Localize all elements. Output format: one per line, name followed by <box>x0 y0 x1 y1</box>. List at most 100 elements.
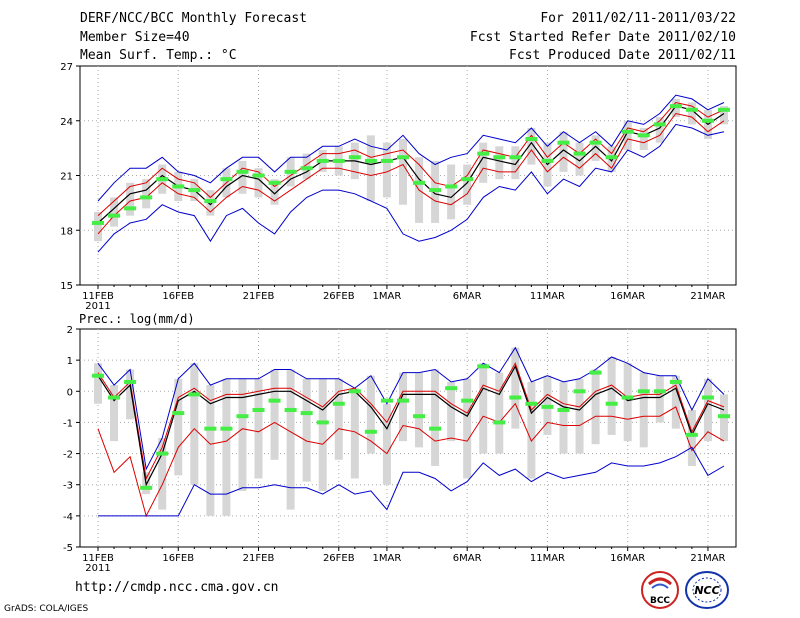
x-year-label: 2011 <box>85 563 110 574</box>
spread-box <box>463 378 472 479</box>
spread-box <box>158 438 167 510</box>
spread-box <box>511 146 520 180</box>
spread-box <box>623 120 632 150</box>
x-tick-label: 6MAR <box>453 291 482 302</box>
member-marker <box>509 155 522 160</box>
spread-box <box>302 378 311 482</box>
y-tick-label: 21 <box>60 172 73 183</box>
spread-box <box>591 135 600 161</box>
member-marker <box>204 426 217 431</box>
spread-box <box>463 164 472 205</box>
y-tick-label: -5 <box>63 543 73 554</box>
member-marker <box>573 151 586 156</box>
spread-box <box>222 378 231 516</box>
member-marker <box>108 213 121 218</box>
series-line-lower <box>97 112 725 235</box>
spread-box <box>238 160 247 194</box>
member-marker <box>589 140 602 145</box>
spread-box <box>238 378 247 491</box>
ncc-logo-icon: NCC <box>685 571 729 609</box>
spread-box <box>110 385 119 442</box>
member-marker <box>718 107 730 112</box>
member-marker <box>396 155 409 160</box>
spread-box <box>527 381 536 479</box>
x-tick-label: 16MAR <box>610 553 645 564</box>
spread-box <box>447 381 456 442</box>
series-line-mean <box>97 364 725 487</box>
x-tick-label: 21MAR <box>690 291 725 302</box>
member-marker <box>557 140 570 145</box>
member-marker <box>701 118 714 123</box>
member-marker <box>332 401 345 406</box>
member-marker <box>252 173 265 178</box>
spread-box <box>479 142 488 183</box>
forecast-produced-date: Fcst Produced Date 2011/02/11 <box>509 48 736 63</box>
spread-box <box>720 106 728 125</box>
member-marker <box>701 395 714 400</box>
member-marker <box>284 169 297 174</box>
series-line-max <box>97 94 725 202</box>
member-marker <box>316 158 329 163</box>
y-tick-label: 24 <box>60 117 73 128</box>
series-line-min <box>97 123 725 253</box>
spread-box <box>286 369 295 510</box>
spread-box <box>495 372 504 454</box>
member-marker <box>669 379 682 384</box>
member-marker <box>413 180 426 185</box>
spread-box <box>431 369 440 467</box>
x-year-label: 2011 <box>85 301 110 312</box>
spread-box <box>687 409 696 467</box>
y-tick-label: 18 <box>60 226 73 237</box>
member-marker <box>108 395 121 400</box>
y-tick-label: 2 <box>67 325 73 336</box>
series-line-mean <box>97 105 725 224</box>
series-line-upper <box>97 101 725 216</box>
spread-box <box>366 135 375 202</box>
member-marker <box>541 404 554 409</box>
member-marker <box>396 398 409 403</box>
spread-box <box>174 378 183 476</box>
spread-box <box>110 197 119 227</box>
member-marker <box>268 398 281 403</box>
member-marker <box>188 392 201 397</box>
spread-box <box>142 179 151 209</box>
spread-box <box>575 142 584 176</box>
spread-box <box>415 372 424 448</box>
spread-box <box>270 369 279 460</box>
x-tick-label: 11FEB <box>82 291 114 302</box>
member-marker <box>685 432 698 437</box>
forecast-period: For 2011/02/11-2011/03/22 <box>540 11 736 26</box>
spread-box <box>559 381 568 454</box>
source-url[interactable]: http://cmdp.ncc.cma.gov.cn <box>75 580 279 595</box>
member-marker <box>316 420 329 425</box>
spread-box <box>447 164 456 220</box>
variable-label: Mean Surf. Temp.: °C <box>80 48 237 63</box>
member-marker <box>156 451 169 456</box>
series-line-max <box>97 346 725 471</box>
spread-box <box>254 378 263 479</box>
member-size-label: Member Size=40 <box>80 30 190 45</box>
member-marker <box>653 389 666 394</box>
member-marker <box>605 401 618 406</box>
x-tick-label: 16FEB <box>162 291 194 302</box>
spread-box <box>350 388 359 479</box>
member-marker <box>188 188 201 193</box>
member-marker <box>348 155 361 160</box>
spread-box <box>270 179 279 205</box>
member-marker <box>718 414 730 419</box>
member-marker <box>364 158 377 163</box>
ncc-logo-text: NCC <box>694 584 719 597</box>
member-marker <box>685 107 698 112</box>
spread-box <box>639 128 648 150</box>
spread-box <box>559 131 568 172</box>
grads-credit: GrADS: COLA/IGES <box>4 604 89 614</box>
member-marker <box>461 398 474 403</box>
member-marker <box>364 429 377 434</box>
member-marker <box>124 206 137 211</box>
member-marker <box>637 133 650 138</box>
member-marker <box>429 188 442 193</box>
x-tick-label: 21FEB <box>243 553 275 564</box>
member-marker <box>621 395 634 400</box>
spread-box <box>398 139 407 205</box>
